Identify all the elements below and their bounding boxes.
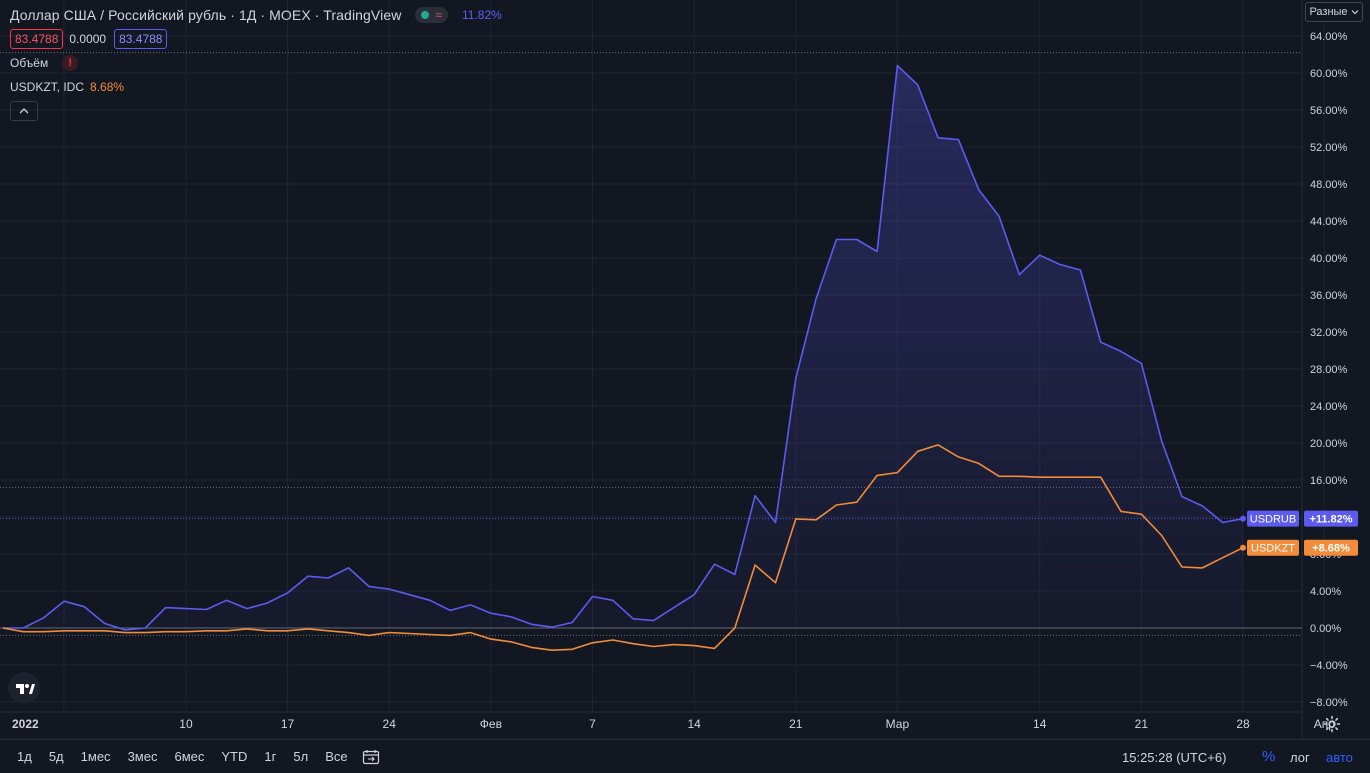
chevron-down-icon xyxy=(1351,10,1358,15)
x-tick-label: 21 xyxy=(1135,717,1149,731)
x-tick-label: 14 xyxy=(1033,717,1047,731)
x-tick-label: 14 xyxy=(687,717,701,731)
usdrub-line xyxy=(3,64,1244,631)
gear-icon[interactable] xyxy=(1323,715,1341,733)
series-name-label: USDKZT xyxy=(1251,543,1295,555)
x-tick-label: 24 xyxy=(383,717,397,731)
usdrub-area xyxy=(3,65,1243,630)
y-tick-label: 60.00% xyxy=(1310,68,1348,80)
series-last-point xyxy=(1240,515,1246,522)
scale-mode-button[interactable]: Разные xyxy=(1305,2,1363,22)
percent-scale-toggle[interactable]: % xyxy=(1262,748,1276,765)
series-price-labels: USDRUB +11.82% USDKZT +8.68% xyxy=(1247,510,1358,556)
log-scale-toggle[interactable]: лог xyxy=(1290,750,1310,765)
price-ask: 83.4788 xyxy=(114,29,168,49)
x-tick-label: Фев xyxy=(480,717,502,731)
y-tick-label: 16.00% xyxy=(1310,475,1348,487)
y-tick-label: 48.00% xyxy=(1310,179,1348,191)
range-1d[interactable]: 1д xyxy=(17,749,32,764)
series-name-badge xyxy=(1247,510,1299,527)
x-tick-label: 2022 xyxy=(12,717,39,731)
scale-mode-label: Разные xyxy=(1309,6,1348,18)
y-tick-label: 20.00% xyxy=(1310,438,1348,450)
range-ytd[interactable]: YTD xyxy=(221,749,248,764)
compare-symbol-label[interactable]: USDKZT, IDC xyxy=(10,80,85,94)
y-tick-label: 32.00% xyxy=(1310,327,1348,339)
y-tick-label: 0.00% xyxy=(1310,623,1341,635)
warning-icon[interactable]: ! xyxy=(62,55,79,71)
y-tick-label: 36.00% xyxy=(1310,290,1348,302)
range-all[interactable]: Все xyxy=(325,749,348,764)
y-tick-label: 40.00% xyxy=(1310,253,1348,265)
y-tick-label: 24.00% xyxy=(1310,401,1348,413)
series-last-point xyxy=(1240,544,1246,551)
status-pill[interactable]: ≈ xyxy=(415,7,449,23)
series-name-label: USDRUB xyxy=(1250,514,1296,526)
percent-change: 11.82% xyxy=(462,8,502,22)
range-5y[interactable]: 5л xyxy=(293,749,309,764)
y-tick-label: 56.00% xyxy=(1310,105,1348,117)
series-value-badge xyxy=(1304,510,1358,527)
chevron-up-icon[interactable] xyxy=(10,101,38,121)
series-name-badge xyxy=(1247,539,1299,556)
range-3m[interactable]: 3мес xyxy=(127,749,158,764)
tradingview-logo[interactable] xyxy=(8,672,40,704)
clock-timezone[interactable]: 15:25:28 (UTC+6) xyxy=(1122,750,1227,765)
range-6m[interactable]: 6мес xyxy=(174,749,205,764)
price-bid: 83.4788 xyxy=(10,29,64,49)
compare-symbol-value: 8.68% xyxy=(90,80,125,94)
range-1m[interactable]: 1мес xyxy=(80,749,111,764)
bottom-toolbar: 1д 5д 1мес 3мес 6мес YTD 1г 5л Все 15:25… xyxy=(0,739,1370,773)
y-tick-label: −4.00% xyxy=(1310,660,1348,672)
x-axis[interactable]: 2022 10 17 24 Фев 7 14 21 Мар 14 21 28 Апр xyxy=(12,717,1335,731)
series-price-label: USDKZT +8.68% xyxy=(1247,539,1358,556)
volume-label[interactable]: Объём xyxy=(10,56,49,70)
range-5d[interactable]: 5д xyxy=(48,749,64,764)
price-chart[interactable]: 64.00% 60.00% 56.00% 52.00% 48.00% 44.00% 40.0… xyxy=(0,0,1370,739)
price-spread: 0.0000 xyxy=(69,32,107,46)
y-tick-label: −8.00% xyxy=(1310,697,1348,709)
series-value-label: +11.82% xyxy=(1309,514,1352,526)
chart-legend: Доллар США / Российский рубль · 1Д · MOE… xyxy=(10,4,502,122)
market-status-icon xyxy=(421,11,430,19)
y-tick-label: 64.00% xyxy=(1310,31,1348,43)
symbol-title[interactable]: Доллар США / Российский рубль · 1Д · MOE… xyxy=(10,7,402,23)
series-value-label: +8.68% xyxy=(1312,543,1350,555)
x-tick-label: Мар xyxy=(886,717,910,731)
y-tick-label: 4.00% xyxy=(1310,586,1341,598)
x-tick-label: 21 xyxy=(789,717,803,731)
y-axis[interactable]: 64.00% 60.00% 56.00% 52.00% 48.00% 44.00% 40.0… xyxy=(1310,31,1348,709)
x-tick-label: 28 xyxy=(1236,717,1250,731)
y-tick-label: 28.00% xyxy=(1310,364,1348,376)
series-price-label: USDRUB +11.82% xyxy=(1247,510,1358,527)
series-value-badge xyxy=(1304,539,1358,556)
usdkzt-line xyxy=(2,444,1244,651)
y-tick-label: 52.00% xyxy=(1310,142,1348,154)
calendar-icon[interactable] xyxy=(362,749,380,765)
data-problem-icon: ≈ xyxy=(435,8,443,22)
x-tick-label: 17 xyxy=(281,717,295,731)
y-tick-label: 44.00% xyxy=(1310,216,1348,228)
x-tick-label: 7 xyxy=(589,717,596,731)
auto-scale-toggle[interactable]: авто xyxy=(1326,750,1353,765)
range-1y[interactable]: 1г xyxy=(264,749,277,764)
x-tick-label: 10 xyxy=(179,717,193,731)
series-layer xyxy=(2,64,1246,651)
